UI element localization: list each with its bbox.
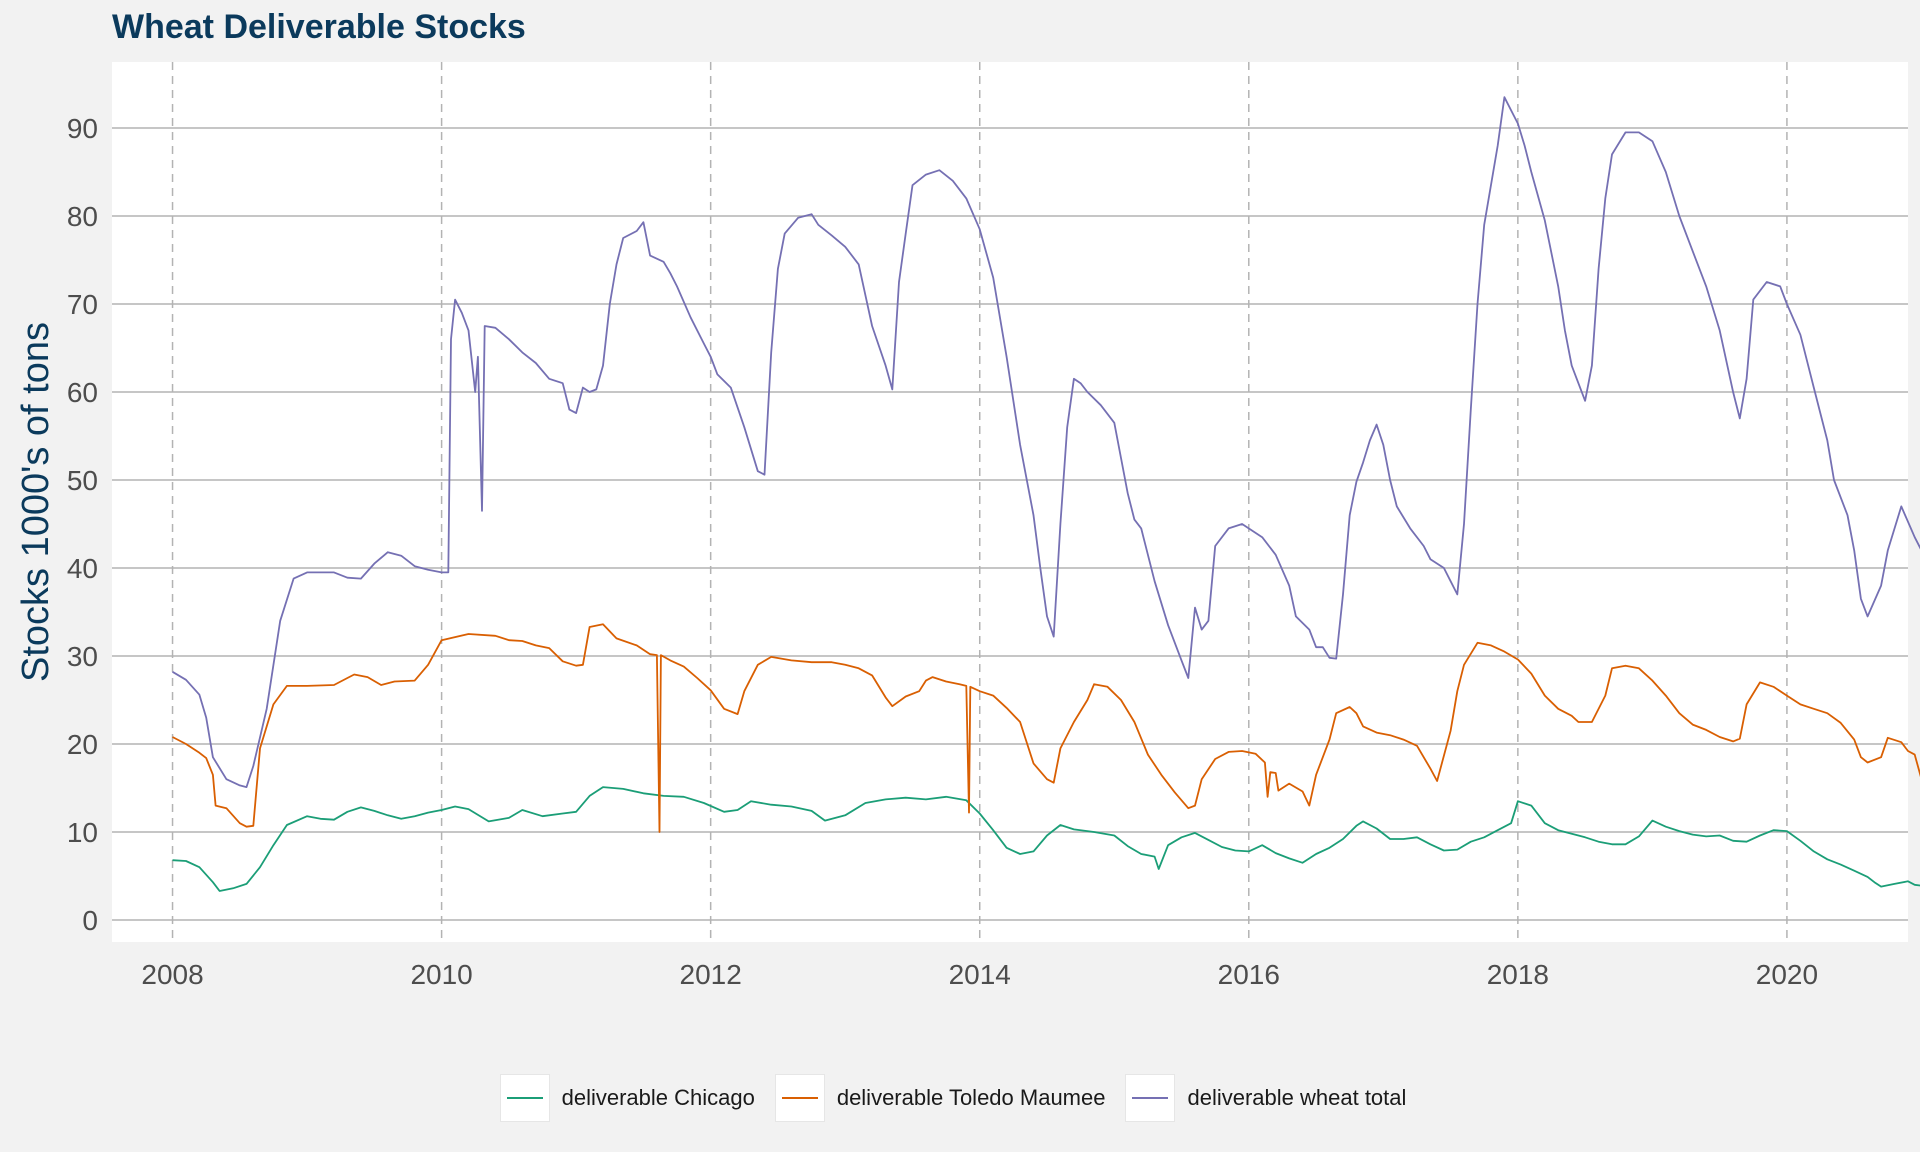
horizontal-gridlines [112,127,1908,921]
x-tick-label: 2016 [1218,959,1280,990]
y-tick-label: 0 [82,905,98,936]
y-tick-label: 20 [67,729,98,760]
y-tick-label: 50 [67,465,98,496]
chart-title: Wheat Deliverable Stocks [112,8,526,46]
series-lines [172,96,1920,892]
legend-label: deliverable wheat total [1187,1085,1407,1110]
series-line [172,623,1920,833]
legend-label: deliverable Toledo Maumee [836,1085,1106,1110]
legend-item: deliverable wheat total [1125,1074,1421,1122]
legend-key [774,1074,825,1122]
y-tick-labels: 0 10 20 30 40 50 60 70 80 90 [67,113,98,936]
y-tick-label: 80 [67,201,98,232]
legend-item: deliverable Toledo Maumee [774,1074,1120,1122]
y-tick-label: 60 [67,377,98,408]
y-tick-label: 10 [67,817,98,848]
y-tick-label: 30 [67,641,98,672]
x-tick-label: 2018 [1487,959,1549,990]
y-tick-label: 70 [67,289,98,320]
x-tick-labels: 2008 2010 2012 2014 2016 2018 2020 [141,959,1818,990]
x-tick-label: 2010 [410,959,472,990]
x-tick-label: 2008 [141,959,203,990]
x-tick-label: 2020 [1756,959,1818,990]
series-line [172,786,1920,892]
x-tick-label: 2014 [949,959,1011,990]
plot-panel [112,62,1908,942]
legend-key [499,1074,550,1122]
y-tick-label: 40 [67,553,98,584]
series-line [172,96,1920,788]
legend-item: deliverable Chicago [499,1074,769,1122]
x-tick-label: 2012 [680,959,742,990]
vertical-gridlines [171,62,1788,942]
y-axis-title: Stocks 1000's of tons [15,322,57,682]
legend-label: deliverable Chicago [561,1085,755,1110]
y-tick-label: 90 [67,113,98,144]
legend-key [1125,1074,1176,1122]
legend: deliverable Chicago deliverable Toledo Ma… [0,1074,1920,1122]
